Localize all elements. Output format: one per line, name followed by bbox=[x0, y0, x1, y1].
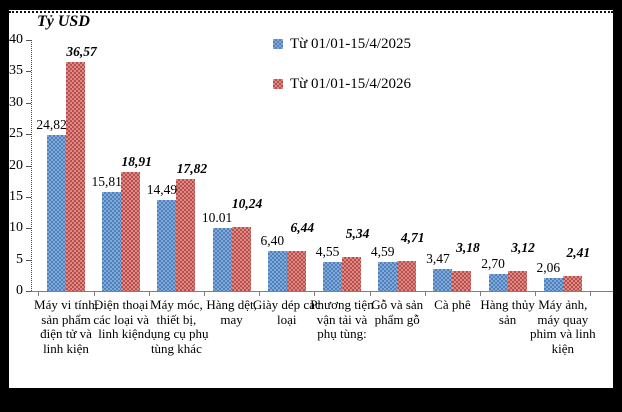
y-tick-label: 10 bbox=[9, 220, 23, 236]
value-label-2026: 3,18 bbox=[456, 240, 480, 256]
legend-label-2026: Từ 01/01-15/4/2026 bbox=[290, 75, 412, 92]
y-tick-label: 0 bbox=[16, 283, 23, 298]
bar-2025 bbox=[488, 274, 508, 291]
x-axis-tick bbox=[204, 292, 205, 296]
value-label-2026: 17,82 bbox=[176, 161, 208, 177]
bar-2026 bbox=[507, 271, 527, 291]
bar-2025 bbox=[212, 228, 232, 291]
bar-2025 bbox=[47, 135, 66, 291]
x-axis-tick bbox=[93, 292, 95, 296]
value-label-2026: 36,57 bbox=[66, 43, 97, 59]
bar-2026 bbox=[176, 179, 196, 291]
bar-2026 bbox=[562, 275, 582, 291]
legend-item-2026: Từ 01/01-15/4/2026 bbox=[273, 74, 411, 94]
bar-2026 bbox=[286, 250, 306, 291]
y-tick-label: 40 bbox=[9, 32, 23, 47]
value-label-2025: 2,70 bbox=[481, 256, 505, 272]
x-category-label: Hàng thủy sản bbox=[480, 297, 535, 327]
x-axis-tick bbox=[369, 292, 371, 296]
value-label-2026: 10,24 bbox=[231, 195, 263, 211]
bar-2026 bbox=[397, 261, 417, 291]
value-label-2025: 14,49 bbox=[146, 182, 178, 198]
legend: Từ 01/01-15/4/2025 Từ 01/01-15/4/2026 bbox=[273, 34, 411, 114]
value-label-2026: 6,44 bbox=[290, 219, 315, 235]
value-label-2025: 4,55 bbox=[315, 244, 340, 260]
value-label-2026: 4,71 bbox=[400, 230, 425, 246]
bar-2025 bbox=[102, 191, 122, 291]
y-axis-tick bbox=[26, 196, 31, 198]
y-axis-tick bbox=[26, 228, 31, 230]
x-axis-tick bbox=[259, 292, 261, 296]
x-axis-tick bbox=[148, 292, 150, 296]
x-axis-tick bbox=[424, 292, 426, 296]
y-tick-label: 15 bbox=[9, 188, 23, 204]
x-category-label: Máy vi tính, sản phẩm điện tử và linh ki… bbox=[34, 297, 98, 357]
value-label-2025: 24,82 bbox=[36, 117, 67, 133]
y-axis-tick bbox=[26, 165, 31, 167]
value-label-2025: 6,40 bbox=[260, 232, 285, 248]
top-dotted-border bbox=[9, 11, 613, 13]
legend-swatch-2025-icon bbox=[273, 39, 283, 49]
x-axis-tick bbox=[535, 292, 537, 296]
bar-2025 bbox=[157, 200, 177, 291]
legend-label-2025: Từ 01/01-15/4/2025 bbox=[290, 35, 412, 52]
x-axis-tick bbox=[480, 292, 481, 296]
chart-canvas: Tỷ USD Từ 01/01-15/4/2025 Từ 01/01-15/4/… bbox=[9, 10, 613, 388]
chart-title: Tỷ USD bbox=[37, 13, 90, 30]
y-axis-tick bbox=[26, 259, 31, 261]
value-label-2026: 5,34 bbox=[345, 226, 370, 242]
x-axis-tick bbox=[38, 292, 40, 296]
x-category-label: Máy móc, thiết bị, dụng cụ phụ tùng khác bbox=[144, 297, 209, 357]
x-category-label: Gỗ và sản phẩm gỗ bbox=[371, 297, 424, 327]
x-axis-tick bbox=[590, 292, 592, 296]
bar-2025 bbox=[543, 278, 563, 291]
y-axis bbox=[31, 40, 32, 291]
value-label-2025: 10.01 bbox=[201, 210, 233, 226]
bar-2025 bbox=[378, 262, 398, 291]
y-axis-tick bbox=[26, 291, 31, 292]
bar-2026 bbox=[452, 271, 472, 291]
x-category-label: Cà phê bbox=[434, 297, 471, 312]
bar-2026 bbox=[121, 172, 141, 291]
x-axis bbox=[31, 291, 613, 292]
y-axis-tick bbox=[26, 40, 31, 41]
y-tick-label: 30 bbox=[9, 94, 23, 110]
value-label-2026: 18,91 bbox=[121, 154, 152, 170]
bar-2025 bbox=[323, 262, 342, 291]
x-category-label: Phương tiện vận tải và phụ tùng: bbox=[310, 297, 374, 342]
value-label-2025: 4,59 bbox=[370, 244, 395, 260]
x-axis-tick bbox=[314, 292, 316, 296]
bar-2026 bbox=[342, 257, 361, 291]
y-tick-label: 20 bbox=[9, 157, 23, 173]
value-label-2026: 2,41 bbox=[566, 244, 591, 260]
y-tick-label: 5 bbox=[16, 251, 23, 267]
y-axis-tick bbox=[26, 134, 31, 136]
bar-2025 bbox=[433, 269, 453, 291]
y-axis-tick bbox=[26, 102, 31, 104]
x-category-label: Điện thoại các loại và linh kiện bbox=[93, 297, 149, 342]
legend-item-2025: Từ 01/01-15/4/2025 bbox=[273, 34, 411, 54]
y-tick-label: 35 bbox=[9, 63, 23, 79]
y-axis-tick bbox=[26, 71, 31, 73]
y-tick-label: 25 bbox=[9, 126, 23, 142]
value-label-2025: 3,47 bbox=[426, 251, 450, 267]
value-label-2026: 3,12 bbox=[511, 240, 535, 256]
bar-2026 bbox=[231, 226, 251, 291]
legend-swatch-2026-icon bbox=[273, 79, 283, 89]
bar-2026 bbox=[66, 61, 85, 291]
value-label-2025: 15,81 bbox=[91, 173, 122, 189]
x-category-label: Giày dép các loại bbox=[252, 297, 321, 327]
x-category-label: Hàng dệt, may bbox=[206, 297, 257, 327]
x-category-label: Máy ảnh, máy quay phim và linh kiện bbox=[529, 297, 596, 357]
bar-2025 bbox=[267, 250, 287, 291]
value-label-2025: 2,06 bbox=[536, 260, 561, 276]
